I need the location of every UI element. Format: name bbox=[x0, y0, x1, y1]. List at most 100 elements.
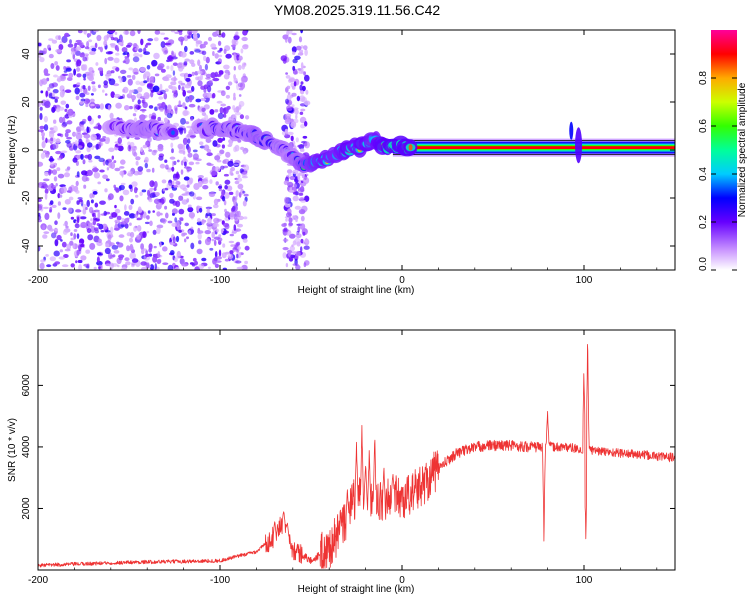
heatmap-speckle bbox=[217, 40, 222, 46]
heatmap-speckle bbox=[201, 257, 207, 262]
heatmap-speckle bbox=[89, 206, 94, 214]
heatmap-speckle bbox=[80, 221, 87, 229]
heatmap-speckle bbox=[129, 30, 136, 37]
heatmap-speckle bbox=[202, 185, 209, 190]
snr-y-tick-label: 4000 bbox=[21, 435, 32, 458]
heatmap-speckle bbox=[212, 77, 220, 82]
heatmap-speckle bbox=[95, 143, 99, 150]
heatmap-speckle bbox=[136, 225, 142, 232]
heatmap-speckle bbox=[161, 101, 166, 108]
heatmap-speckle bbox=[286, 107, 293, 112]
heatmap-speckle bbox=[47, 44, 51, 50]
heatmap-speckle bbox=[86, 41, 90, 48]
heatmap-speckle bbox=[90, 45, 95, 48]
heatmap-speckle bbox=[164, 108, 168, 116]
heatmap-speckle bbox=[38, 54, 42, 59]
heatmap-speckle bbox=[178, 145, 184, 153]
heatmap-speckle bbox=[300, 81, 304, 85]
heatmap-speckle bbox=[222, 230, 229, 234]
heatmap-speckle bbox=[142, 144, 148, 149]
heatmap-speckle bbox=[243, 193, 249, 197]
heatmap-speckle bbox=[113, 184, 116, 189]
heatmap-speckle bbox=[189, 135, 197, 138]
heatmap-speckle bbox=[299, 223, 306, 230]
heatmap-speckle bbox=[66, 243, 72, 250]
heatmap-speckle bbox=[66, 142, 72, 148]
heatmap-speckle bbox=[111, 245, 119, 250]
heatmap-speckle bbox=[216, 100, 223, 104]
heatmap-speckle bbox=[67, 207, 73, 213]
heatmap-speckle bbox=[185, 121, 190, 125]
heatmap-speckle bbox=[61, 35, 68, 44]
heatmap-speckle bbox=[126, 217, 130, 220]
heatmap-speckle bbox=[297, 52, 304, 56]
heatmap-speckle bbox=[220, 103, 227, 107]
heatmap-speckle bbox=[59, 249, 63, 253]
heatmap-speckle bbox=[298, 36, 303, 43]
heatmap-speckle bbox=[133, 226, 138, 232]
heatmap-speckle bbox=[229, 250, 234, 255]
heatmap-speckle bbox=[227, 71, 231, 76]
heatmap-speckle bbox=[182, 110, 189, 117]
heatmap-speckle bbox=[108, 147, 115, 153]
heatmap-speckle bbox=[101, 223, 108, 230]
heatmap-speckle bbox=[196, 248, 203, 255]
heatmap-speckle bbox=[227, 254, 234, 260]
heatmap-speckle bbox=[129, 141, 135, 148]
heatmap-speckle bbox=[74, 87, 80, 95]
heatmap-speckle bbox=[300, 62, 304, 70]
heatmap-speckle bbox=[82, 56, 87, 62]
heatmap-speckle bbox=[55, 183, 58, 187]
heatmap-speckle bbox=[80, 255, 87, 261]
heatmap-speckle bbox=[53, 176, 58, 182]
heatmap-speckle bbox=[113, 93, 121, 98]
heatmap-speckle bbox=[161, 179, 167, 184]
heatmap-speckle bbox=[137, 86, 143, 93]
heatmap-speckle bbox=[191, 30, 198, 34]
heatmap-speckle bbox=[56, 167, 61, 172]
heatmap-speckle bbox=[61, 121, 68, 127]
heatmap-speckle bbox=[159, 241, 162, 248]
heatmap-speckle bbox=[194, 49, 201, 53]
heatmap-speckle bbox=[205, 73, 212, 78]
heatmap-speckle bbox=[134, 47, 139, 51]
heatmap-speckle bbox=[75, 190, 80, 194]
heatmap-speckle bbox=[180, 117, 186, 125]
heatmap-speckle bbox=[190, 116, 194, 121]
heatmap-speckle bbox=[173, 177, 178, 182]
heatmap-speckle bbox=[214, 166, 221, 172]
heatmap-x-tick-label: -100 bbox=[210, 275, 230, 286]
heatmap-speckle bbox=[172, 62, 178, 66]
heatmap-speckle bbox=[108, 30, 116, 34]
heatmap-speckle bbox=[123, 211, 130, 216]
heatmap-speckle bbox=[43, 47, 47, 55]
heatmap-speckle bbox=[169, 198, 175, 204]
heatmap-speckle bbox=[124, 204, 127, 211]
heatmap-speckle bbox=[232, 114, 237, 121]
heatmap-speckle bbox=[244, 245, 250, 251]
heatmap-speckle bbox=[59, 194, 63, 198]
heatmap-speckle bbox=[289, 245, 295, 252]
heatmap-speckle bbox=[187, 138, 191, 144]
heatmap-speckle bbox=[237, 246, 242, 250]
heatmap-speckle bbox=[158, 63, 165, 69]
heatmap-speckle bbox=[222, 113, 227, 118]
heatmap-speckle bbox=[291, 85, 296, 90]
heatmap-speckle bbox=[77, 197, 83, 200]
heatmap-speckle bbox=[173, 257, 178, 263]
heatmap-speckle bbox=[188, 129, 193, 136]
heatmap-speckle bbox=[149, 264, 155, 270]
heatmap-speckle bbox=[288, 257, 294, 262]
heatmap-speckle bbox=[184, 238, 187, 243]
heatmap-speckle bbox=[231, 44, 236, 48]
heatmap-speckle bbox=[98, 223, 104, 230]
heatmap-speckle bbox=[154, 263, 157, 270]
heatmap-speckle bbox=[181, 263, 189, 267]
heatmap-speckle bbox=[48, 38, 54, 41]
heatmap-speckle bbox=[214, 155, 221, 161]
heatmap-speckle bbox=[190, 242, 195, 250]
heatmap-speckle bbox=[93, 30, 100, 33]
heatmap-speckle bbox=[216, 159, 222, 163]
heatmap-speckle bbox=[99, 138, 106, 142]
chart-title: YM08.2025.319.11.56.C42 bbox=[274, 2, 441, 18]
